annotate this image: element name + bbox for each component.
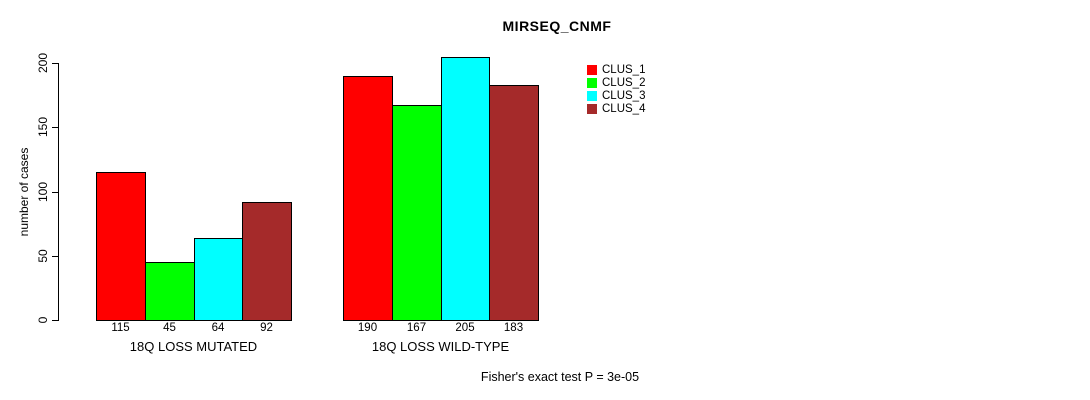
y-axis-tick [52,320,58,321]
y-axis-tick-label: 50 [36,249,50,263]
bar-value-label: 205 [455,322,475,334]
y-axis-tick-label: 150 [36,116,50,138]
legend-label: CLUS_4 [602,102,646,115]
bar-clus_2-group2 [392,105,442,321]
group-label-1: 18Q LOSS MUTATED [129,339,258,354]
group-label-2: 18Q LOSS WILD-TYPE [371,339,510,354]
y-axis-tick [52,63,58,64]
bar-clus_3-group1 [194,238,243,321]
legend-item-clus_3: CLUS_3 [587,89,645,102]
y-axis-tick [52,127,58,128]
legend-swatch-clus_4 [587,103,597,114]
legend-label: CLUS_1 [602,63,646,76]
legend-swatch-clus_3 [587,90,597,101]
bar-value-label: 183 [503,322,524,334]
y-axis-tick-label: 100 [36,181,50,203]
legend-item-clus_1: CLUS_1 [587,63,645,76]
bar-clus_2-group1 [145,262,195,321]
bar-value-label: 45 [163,322,176,334]
bar-clus_3-group2 [441,57,490,321]
legend-item-clus_2: CLUS_2 [587,76,645,89]
y-axis-tick-label: 0 [36,316,50,324]
y-axis-tick [52,256,58,257]
fisher-test-annotation: Fisher's exact test P = 3e-05 [480,370,640,384]
y-axis-label: number of cases [17,147,31,237]
bar-clus_1-group1 [96,172,146,321]
legend-label: CLUS_2 [602,76,646,89]
bar-value-label: 115 [111,322,130,334]
legend-label: CLUS_3 [602,89,646,102]
legend-swatch-clus_1 [587,64,597,75]
legend: CLUS_1 CLUS_2 CLUS_3 CLUS_4 [587,63,645,115]
legend-item-clus_4: CLUS_4 [587,102,645,115]
bar-value-label: 92 [260,322,273,334]
y-axis-line [58,63,59,321]
bar-clus_4-group2 [489,85,539,321]
chart-title: MIRSEQ_CNMF [502,18,612,34]
bar-value-label: 167 [406,322,427,334]
y-axis-tick-label: 200 [36,52,50,74]
y-axis-tick [52,192,58,193]
bar-clus_1-group2 [343,76,393,321]
bar-value-label: 190 [357,322,378,334]
legend-swatch-clus_2 [587,77,597,88]
bar-clus_4-group1 [242,202,292,321]
bar-value-label: 64 [211,322,225,334]
